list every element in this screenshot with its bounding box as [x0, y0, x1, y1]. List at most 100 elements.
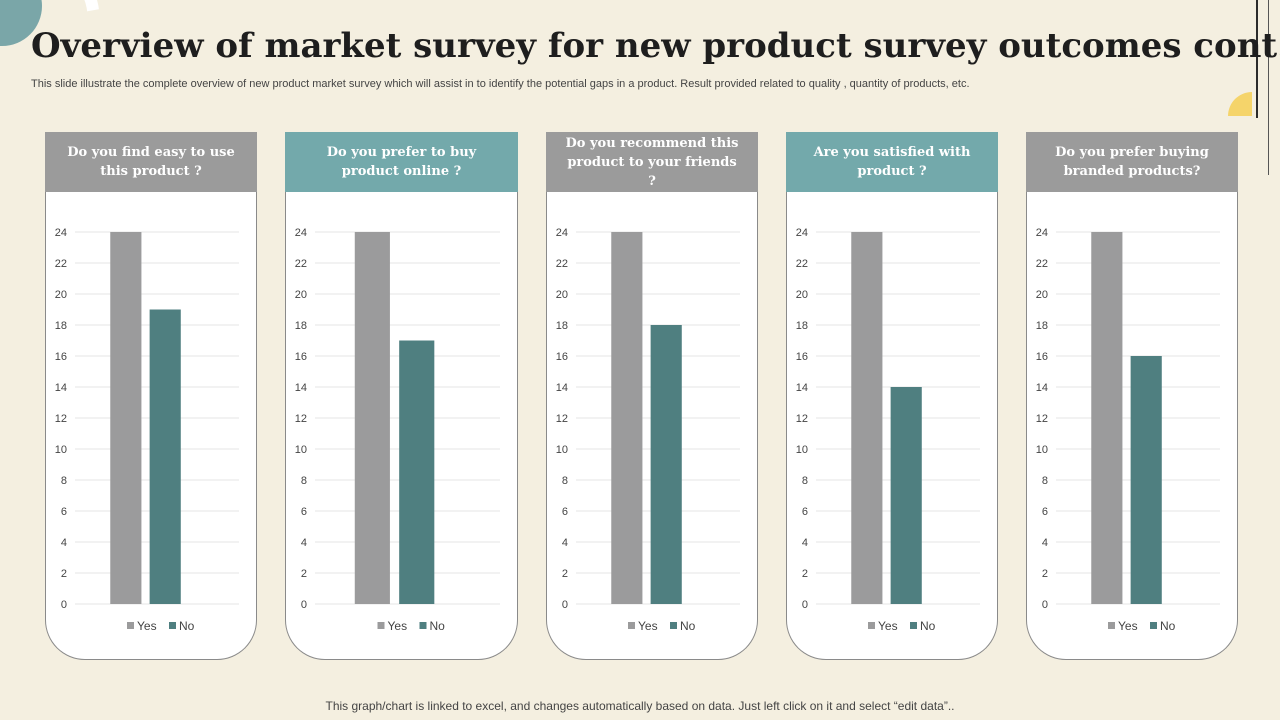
legend-label-no: No: [680, 619, 696, 633]
legend-swatch-yes: [628, 622, 635, 629]
y-tick-label: 2: [1042, 568, 1048, 580]
page-subtitle: This slide illustrate the complete overv…: [31, 78, 970, 90]
y-tick-label: 8: [1042, 475, 1048, 487]
decorative-line: [1268, 0, 1269, 175]
y-tick-label: 0: [301, 599, 307, 611]
bar-no[interactable]: [890, 387, 922, 604]
card-question: Are you satisfied with product ?: [786, 132, 998, 192]
y-tick-label: 14: [295, 382, 307, 394]
y-tick-label: 22: [55, 258, 67, 270]
legend-label-no: No: [179, 619, 195, 633]
y-tick-label: 6: [61, 506, 67, 518]
y-tick-label: 0: [802, 599, 808, 611]
y-tick-label: 4: [1042, 537, 1048, 549]
y-tick-label: 12: [796, 413, 808, 425]
y-tick-label: 12: [55, 413, 67, 425]
y-tick-label: 16: [1036, 351, 1048, 363]
y-tick-label: 12: [295, 413, 307, 425]
y-tick-label: 10: [55, 444, 67, 456]
y-tick-label: 2: [562, 568, 568, 580]
y-tick-label: 12: [1036, 413, 1048, 425]
legend-label-yes: Yes: [878, 619, 898, 633]
decorative-line: [1256, 0, 1258, 118]
y-tick-label: 20: [55, 289, 67, 301]
y-tick-label: 18: [295, 320, 307, 332]
y-tick-label: 16: [556, 351, 568, 363]
y-tick-label: 18: [796, 320, 808, 332]
legend-swatch-no: [910, 622, 917, 629]
legend-label-no: No: [920, 619, 936, 633]
y-tick-label: 24: [796, 227, 808, 239]
y-tick-label: 14: [1036, 382, 1048, 394]
bar-no[interactable]: [650, 325, 682, 604]
y-tick-label: 24: [295, 227, 307, 239]
bar-yes[interactable]: [851, 232, 883, 604]
card-question: Do you prefer to buy product online ?: [285, 132, 518, 192]
y-tick-label: 18: [1036, 320, 1048, 332]
y-tick-label: 6: [802, 506, 808, 518]
y-tick-label: 22: [1036, 258, 1048, 270]
y-tick-label: 22: [295, 258, 307, 270]
card-question: Do you recommend this product to your fr…: [546, 132, 758, 192]
y-tick-label: 2: [61, 568, 67, 580]
y-tick-label: 16: [55, 351, 67, 363]
bar-yes[interactable]: [354, 232, 390, 604]
legend-label-yes: Yes: [388, 619, 408, 633]
bar-no[interactable]: [149, 309, 181, 605]
y-tick-label: 14: [796, 382, 808, 394]
y-tick-label: 8: [61, 475, 67, 487]
y-tick-label: 0: [1042, 599, 1048, 611]
y-tick-label: 6: [301, 506, 307, 518]
y-tick-label: 24: [1036, 227, 1048, 239]
y-tick-label: 20: [1036, 289, 1048, 301]
y-tick-label: 2: [301, 568, 307, 580]
legend-label-yes: Yes: [638, 619, 658, 633]
y-tick-label: 10: [1036, 444, 1048, 456]
legend-label-yes: Yes: [1118, 619, 1138, 633]
bar-no[interactable]: [1130, 356, 1162, 604]
legend-swatch-yes: [127, 622, 134, 629]
page-title: Overview of market survey for new produc…: [31, 26, 1280, 66]
y-tick-label: 24: [55, 227, 67, 239]
y-tick-label: 18: [55, 320, 67, 332]
legend-swatch-no: [670, 622, 677, 629]
y-tick-label: 4: [61, 537, 67, 549]
y-tick-label: 2: [802, 568, 808, 580]
legend-label-yes: Yes: [137, 619, 157, 633]
y-tick-label: 20: [295, 289, 307, 301]
footer-note: This graph/chart is linked to excel, and…: [325, 699, 955, 713]
y-tick-label: 22: [796, 258, 808, 270]
y-tick-label: 0: [61, 599, 67, 611]
y-tick-label: 12: [556, 413, 568, 425]
bar-no[interactable]: [399, 340, 435, 605]
y-tick-label: 0: [562, 599, 568, 611]
legend-label-no: No: [430, 619, 446, 633]
legend-swatch-yes: [377, 622, 385, 629]
y-tick-label: 10: [796, 444, 808, 456]
y-tick-label: 22: [556, 258, 568, 270]
card-question: Do you find easy to use this product ?: [45, 132, 257, 192]
y-tick-label: 10: [556, 444, 568, 456]
legend-swatch-no: [419, 622, 427, 629]
y-tick-label: 16: [295, 351, 307, 363]
bar-yes[interactable]: [110, 232, 142, 604]
bar-yes[interactable]: [611, 232, 643, 604]
y-tick-label: 20: [556, 289, 568, 301]
legend-label-no: No: [1160, 619, 1176, 633]
y-tick-label: 18: [556, 320, 568, 332]
legend-swatch-yes: [868, 622, 875, 629]
y-tick-label: 24: [556, 227, 568, 239]
y-tick-label: 14: [55, 382, 67, 394]
y-tick-label: 10: [295, 444, 307, 456]
y-tick-label: 6: [562, 506, 568, 518]
y-tick-label: 14: [556, 382, 568, 394]
y-tick-label: 8: [562, 475, 568, 487]
legend-swatch-no: [169, 622, 176, 629]
legend-swatch-no: [1150, 622, 1157, 629]
bar-yes[interactable]: [1091, 232, 1123, 604]
